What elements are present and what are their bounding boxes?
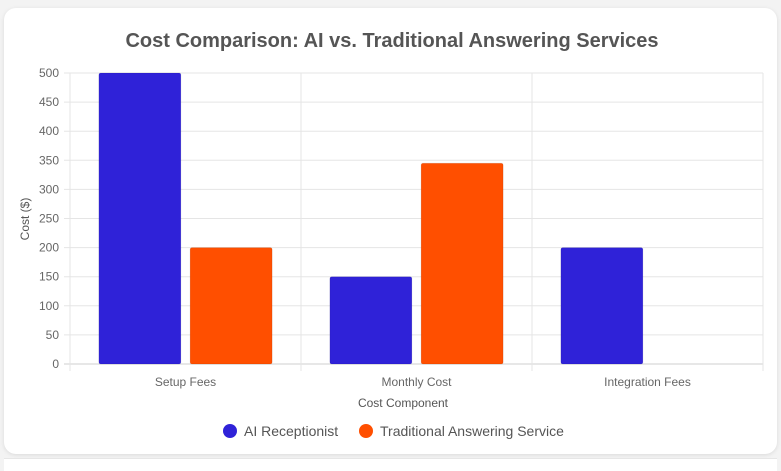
bar [98, 72, 182, 365]
x-tick-label: Setup Fees [155, 375, 216, 389]
y-tick-label: 500 [39, 66, 59, 80]
legend-label: Traditional Answering Service [380, 423, 564, 439]
x-axis-title: Cost Component [358, 396, 449, 410]
legend-marker [223, 424, 237, 438]
y-tick-label: 150 [39, 270, 59, 284]
y-tick-label: 200 [39, 241, 59, 255]
y-tick-label: 250 [39, 212, 59, 226]
y-tick-label: 100 [39, 299, 59, 313]
legend[interactable]: AI Receptionist Traditional Answering Ser… [223, 423, 564, 439]
y-tick-label: 50 [46, 328, 60, 342]
chart-title: Cost Comparison: AI vs. Traditional Answ… [125, 30, 658, 52]
y-axis-title: Cost ($) [18, 198, 32, 241]
x-tick-label: Monthly Cost [381, 375, 452, 389]
y-tick-label: 0 [52, 357, 59, 371]
y-tick-label: 400 [39, 124, 59, 138]
y-tick-label: 450 [39, 95, 59, 109]
legend-item[interactable]: AI Receptionist [223, 423, 338, 439]
bar [560, 247, 644, 365]
bottom-strip [4, 458, 777, 471]
bar [420, 162, 504, 365]
tick-labels: 0 50 100 150 200 250 300 350 400 450 500 Setup Fees… [39, 66, 691, 389]
legend-marker [359, 424, 373, 438]
legend-item[interactable]: Traditional Answering Service [359, 423, 564, 439]
bar [329, 276, 413, 365]
x-tick-label: Integration Fees [604, 375, 691, 389]
y-tick-label: 300 [39, 182, 59, 196]
y-tick-label: 350 [39, 153, 59, 167]
bars [98, 72, 644, 365]
bar [189, 247, 273, 365]
legend-label: AI Receptionist [244, 423, 338, 439]
